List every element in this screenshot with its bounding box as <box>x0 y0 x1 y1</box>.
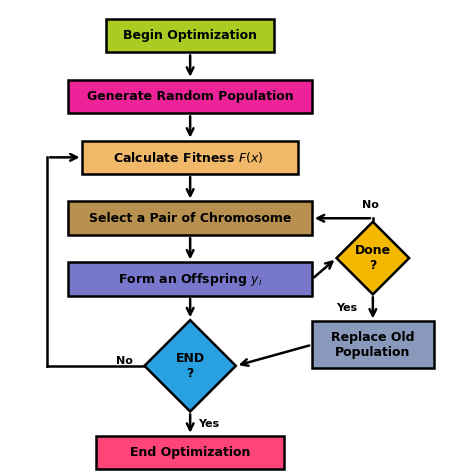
FancyBboxPatch shape <box>68 201 312 235</box>
Text: Begin Optimization: Begin Optimization <box>123 29 257 42</box>
Text: Select a Pair of Chromosome: Select a Pair of Chromosome <box>89 212 292 225</box>
Text: End Optimization: End Optimization <box>130 446 250 459</box>
Text: Done
?: Done ? <box>355 244 391 272</box>
Text: Generate Random Population: Generate Random Population <box>87 90 293 103</box>
FancyBboxPatch shape <box>68 80 312 113</box>
Text: No: No <box>116 356 133 366</box>
FancyBboxPatch shape <box>97 436 284 469</box>
FancyBboxPatch shape <box>82 140 298 174</box>
Polygon shape <box>145 320 236 411</box>
Text: No: No <box>362 200 379 210</box>
FancyBboxPatch shape <box>106 18 274 53</box>
Text: Replace Old
Population: Replace Old Population <box>331 331 415 359</box>
Text: Yes: Yes <box>198 419 219 428</box>
Text: Form an Offspring $\mathbf{\mathit{y_i}}$: Form an Offspring $\mathbf{\mathit{y_i}}… <box>118 271 263 288</box>
FancyBboxPatch shape <box>68 262 312 296</box>
Text: Calculate Fitness $\mathbf{\mathit{F(x)}}$: Calculate Fitness $\mathbf{\mathit{F(x)}… <box>113 150 263 165</box>
FancyBboxPatch shape <box>312 321 434 368</box>
Polygon shape <box>337 222 409 294</box>
Text: END
?: END ? <box>175 352 205 380</box>
Text: Yes: Yes <box>337 303 358 313</box>
